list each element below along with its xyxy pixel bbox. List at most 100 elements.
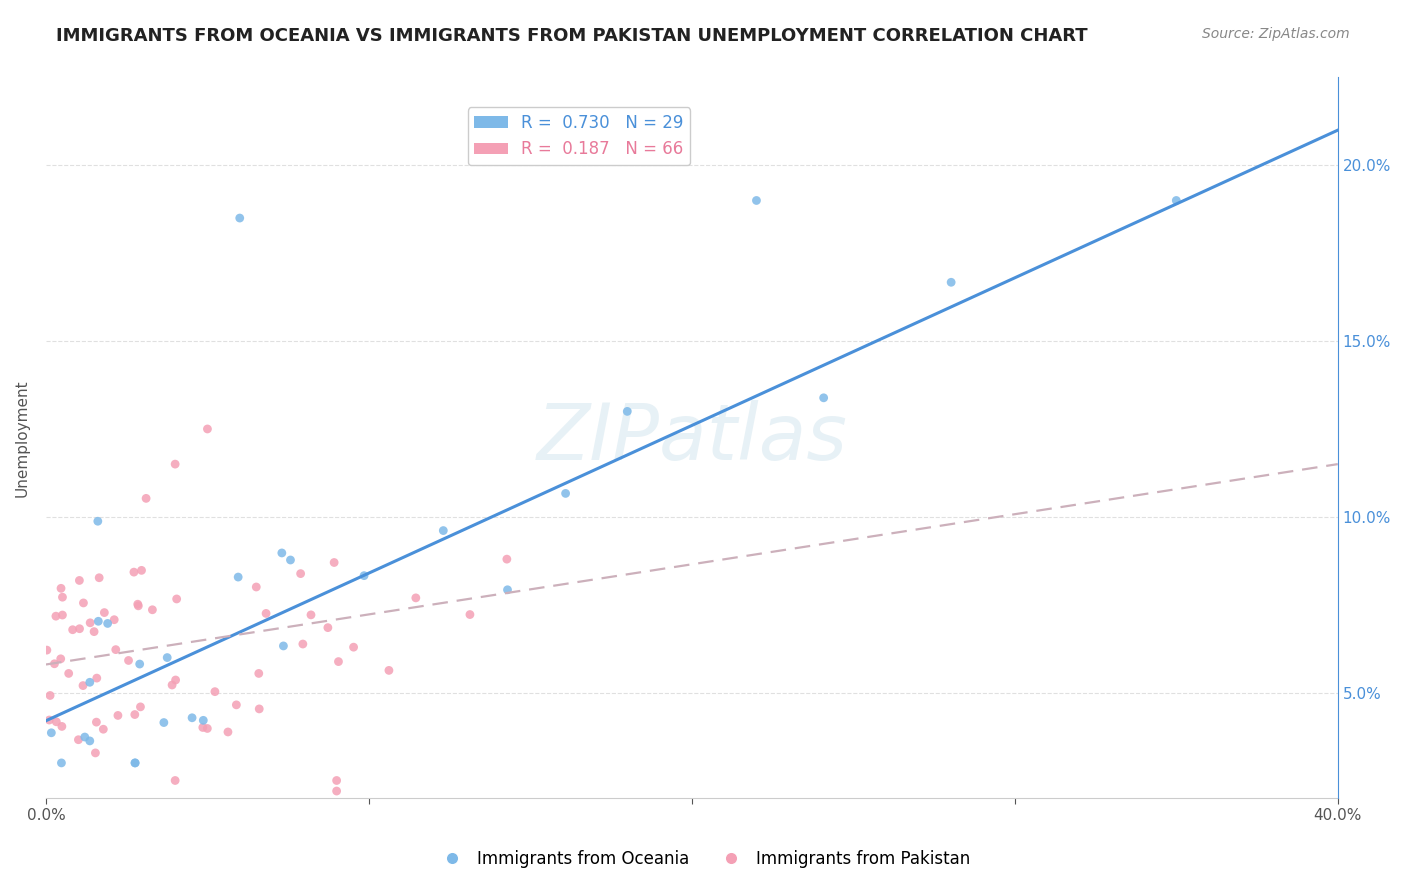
Point	[72, 596, 94, 610]
Point	[353, 568, 375, 582]
Point	[229, 211, 252, 225]
Point	[39, 689, 62, 703]
Point	[378, 664, 401, 678]
Point	[813, 391, 835, 405]
Point	[166, 591, 188, 606]
Point	[181, 711, 204, 725]
Point	[245, 580, 267, 594]
Point	[342, 640, 364, 655]
Point	[72, 679, 94, 693]
Point	[49, 652, 72, 666]
Point	[323, 556, 346, 570]
Point	[160, 678, 183, 692]
Text: IMMIGRANTS FROM OCEANIA VS IMMIGRANTS FROM PAKISTAN UNEMPLOYMENT CORRELATION CHA: IMMIGRANTS FROM OCEANIA VS IMMIGRANTS FR…	[56, 27, 1088, 45]
Point	[496, 582, 519, 597]
Point	[554, 486, 576, 500]
Point	[79, 734, 101, 748]
Point	[226, 570, 249, 584]
Text: ZIPatlas: ZIPatlas	[537, 400, 848, 475]
Point	[225, 698, 247, 712]
Point	[745, 194, 768, 208]
Point	[616, 404, 638, 418]
Point	[67, 732, 90, 747]
Point	[107, 708, 129, 723]
Point	[165, 773, 187, 788]
Point	[124, 756, 146, 770]
Point	[129, 699, 152, 714]
Point	[117, 653, 139, 667]
Point	[124, 756, 146, 770]
Point	[280, 553, 302, 567]
Point	[195, 722, 218, 736]
Point	[73, 730, 96, 744]
Point	[44, 657, 66, 671]
Point	[316, 621, 339, 635]
Point	[270, 546, 292, 560]
Point	[67, 574, 90, 588]
Point	[86, 671, 108, 685]
Point	[51, 608, 73, 623]
Point	[135, 491, 157, 506]
Point	[127, 599, 149, 613]
Point	[141, 603, 163, 617]
Point	[165, 457, 187, 471]
Point	[86, 715, 108, 730]
Point	[197, 422, 219, 436]
Point	[1166, 194, 1188, 208]
Point	[156, 650, 179, 665]
Point	[405, 591, 427, 605]
Point	[191, 721, 214, 735]
Point	[495, 552, 517, 566]
Point	[87, 614, 110, 628]
Point	[103, 613, 125, 627]
Point	[97, 616, 120, 631]
Point	[49, 582, 72, 596]
Point	[217, 725, 239, 739]
Point	[35, 643, 58, 657]
Point	[254, 607, 277, 621]
Text: Source: ZipAtlas.com: Source: ZipAtlas.com	[1202, 27, 1350, 41]
Point	[51, 719, 73, 733]
Legend: R =  0.730   N = 29, R =  0.187   N = 66: R = 0.730 N = 29, R = 0.187 N = 66	[468, 107, 690, 165]
Point	[247, 666, 270, 681]
Point	[290, 566, 312, 581]
Point	[291, 637, 314, 651]
Point	[45, 714, 67, 729]
Point	[87, 514, 110, 528]
Point	[273, 639, 295, 653]
Point	[51, 590, 73, 604]
Legend: Immigrants from Oceania, Immigrants from Pakistan: Immigrants from Oceania, Immigrants from…	[429, 844, 977, 875]
Y-axis label: Unemployment: Unemployment	[15, 379, 30, 497]
Point	[165, 673, 187, 687]
Point	[62, 623, 84, 637]
Point	[247, 702, 270, 716]
Point	[124, 707, 146, 722]
Point	[432, 524, 454, 538]
Point	[104, 642, 127, 657]
Point	[58, 666, 80, 681]
Point	[325, 784, 347, 798]
Point	[79, 615, 101, 630]
Point	[299, 607, 322, 622]
Point	[204, 684, 226, 698]
Point	[89, 571, 111, 585]
Point	[127, 597, 149, 611]
Point	[79, 675, 101, 690]
Point	[193, 714, 215, 728]
Point	[93, 606, 115, 620]
Point	[128, 657, 150, 671]
Point	[91, 723, 114, 737]
Point	[69, 622, 91, 636]
Point	[325, 773, 347, 788]
Point	[328, 655, 350, 669]
Point	[458, 607, 481, 622]
Point	[84, 746, 107, 760]
Point	[153, 715, 176, 730]
Point	[38, 713, 60, 727]
Point	[51, 756, 73, 770]
Point	[122, 565, 145, 579]
Point	[83, 624, 105, 639]
Point	[939, 275, 962, 289]
Point	[131, 563, 153, 577]
Point	[41, 726, 63, 740]
